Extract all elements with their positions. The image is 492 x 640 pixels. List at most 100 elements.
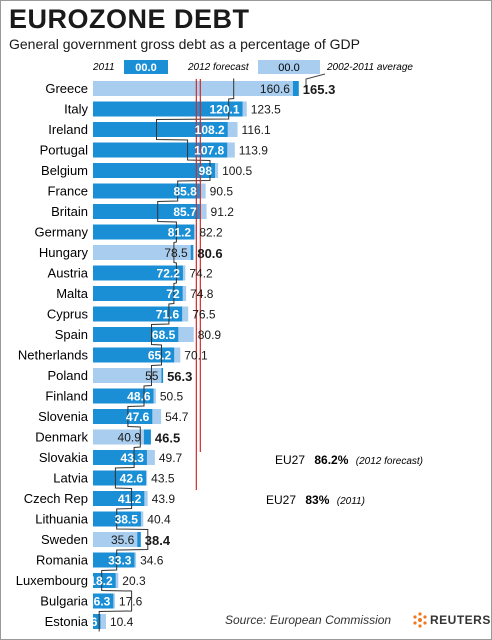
value-2012-poland: 55: [145, 369, 159, 383]
value-2012-denmark: 40.9: [118, 431, 142, 445]
value-2011-latvia: 42.6: [120, 472, 144, 486]
average-layer: [98, 78, 235, 632]
category-label-lithuania: Lithuania: [35, 512, 89, 527]
category-label-malta: Malta: [56, 286, 89, 301]
value-2011-romania: 33.3: [108, 554, 132, 568]
bar-2012-sweden: [93, 532, 138, 547]
eu27-forecast-annotation: EU27 86.2% (2012 forecast): [275, 453, 423, 467]
value-2011-hungary: 80.6: [197, 246, 222, 261]
value-2012-luxembourg: 20.3: [122, 574, 146, 588]
value-2012-sweden: 35.6: [111, 533, 135, 547]
value-2011-italy: 120.1: [209, 103, 239, 117]
category-label-luxembourg: Luxembourg: [16, 573, 88, 588]
bar-2012-greece: [93, 81, 293, 96]
eu27-2011-value: 83%: [305, 493, 329, 507]
value-2011-greece: 165.3: [303, 82, 336, 97]
labels-layer: Greece 160.6 165.3 Italy 120.1 123.5 Ireland 10…: [16, 81, 336, 629]
bar-2012-denmark: [93, 429, 144, 445]
category-label-bulgaria: Bulgaria: [40, 594, 88, 609]
bar-2012-hungary: [93, 245, 191, 260]
chart-title: EUROZONE DEBT: [9, 4, 250, 34]
category-label-greece: Greece: [45, 81, 88, 96]
value-2012-austria: 74.2: [189, 267, 213, 281]
category-label-finland: Finland: [45, 389, 88, 404]
value-2012-malta: 74.8: [190, 287, 214, 301]
chart-subtitle: General government gross debt as a perce…: [9, 36, 360, 52]
legend-average-label: 2002-2011 average: [326, 62, 413, 73]
value-2011-spain: 68.5: [152, 328, 176, 342]
category-label-netherlands: Netherlands: [18, 348, 89, 363]
value-2012-britain: 91.2: [211, 205, 235, 219]
bar-2011-finland: [93, 388, 154, 404]
source-note: Source: European Commission: [225, 613, 392, 627]
value-2011-poland: 56.3: [167, 369, 192, 384]
value-2012-france: 90.5: [210, 185, 234, 199]
value-2011-sweden: 38.4: [145, 533, 171, 548]
value-2011-bulgaria: 16.3: [87, 595, 111, 609]
legend-2011-value: 00.0: [135, 62, 156, 74]
category-label-slovakia: Slovakia: [39, 450, 89, 465]
bar-2011-france: [93, 183, 200, 199]
value-2012-estonia: 10.4: [110, 615, 134, 629]
legend-2012-value: 00.0: [278, 62, 299, 74]
category-label-latvia: Latvia: [53, 471, 88, 486]
eu27-2011-annotation: EU27 83% (2011): [266, 493, 365, 507]
bar-2011-cyprus: [93, 306, 183, 322]
bar-2011-slovakia: [93, 450, 147, 465]
value-2011-belgium: 98: [199, 164, 213, 178]
bar-2011-ireland: [93, 122, 228, 137]
value-2011-malta: 72: [166, 287, 180, 301]
value-2012-germany: 82.2: [199, 226, 223, 240]
reference-lines-layer: [195, 79, 201, 490]
average-outline: [98, 78, 235, 632]
legend-2012-label: 2012 forecast: [187, 62, 250, 73]
bar-2011-belgium: [93, 163, 216, 178]
value-2012-finland: 50.5: [160, 390, 184, 404]
bar-2011-slovenia: [93, 409, 153, 424]
value-2011-slovenia: 47.6: [126, 410, 150, 424]
value-2012-spain: 80.9: [198, 328, 222, 342]
bars-layer: [93, 81, 299, 629]
value-2012-lithuania: 40.4: [147, 513, 171, 527]
bar-2011-netherlands: [93, 347, 175, 363]
category-label-spain: Spain: [55, 327, 88, 342]
reuters-logo-icon: [413, 612, 427, 628]
category-label-ireland: Ireland: [48, 122, 88, 137]
value-2012-ireland: 116.1: [242, 123, 271, 137]
category-label-britain: Britain: [51, 204, 88, 219]
value-2012-czech-rep: 43.9: [152, 492, 176, 506]
eu27-forecast-note: (2012 forecast): [356, 456, 423, 467]
value-2011-slovakia: 43.3: [121, 451, 145, 465]
category-label-cyprus: Cyprus: [47, 307, 89, 322]
category-label-slovenia: Slovenia: [38, 409, 89, 424]
value-2012-hungary: 78.5: [164, 246, 188, 260]
value-2012-cyprus: 76.5: [192, 308, 216, 322]
category-label-france: France: [48, 184, 88, 199]
value-2012-slovakia: 49.7: [159, 451, 183, 465]
value-2012-netherlands: 70.1: [184, 349, 208, 363]
value-2011-czech-rep: 41.2: [118, 492, 142, 506]
value-2012-latvia: 43.5: [151, 472, 175, 486]
category-label-portugal: Portugal: [40, 143, 89, 158]
value-2012-romania: 34.6: [140, 554, 164, 568]
bar-2011-austria: [93, 265, 183, 281]
value-2011-ireland: 108.2: [195, 123, 225, 137]
bar-2012-poland: [93, 368, 162, 383]
legend-average-pointer: [305, 73, 326, 88]
value-2012-belgium: 100.5: [222, 164, 252, 178]
category-label-czech-rep: Czech Rep: [24, 491, 88, 506]
bar-2011-italy: [93, 101, 243, 117]
value-2011-portugal: 107.8: [194, 144, 224, 158]
value-2012-greece: 160.6: [260, 82, 290, 96]
category-label-austria: Austria: [48, 266, 89, 281]
value-2012-slovenia: 54.7: [165, 410, 189, 424]
category-label-hungary: Hungary: [39, 245, 89, 260]
value-2011-lithuania: 38.5: [115, 513, 139, 527]
value-2011-cyprus: 71.6: [156, 308, 180, 322]
value-2011-netherlands: 65.2: [148, 349, 172, 363]
legend-2011-label: 2011: [92, 62, 115, 73]
category-label-romania: Romania: [36, 553, 89, 568]
bar-2011-latvia: [93, 470, 147, 486]
value-2012-italy: 123.5: [251, 103, 281, 117]
